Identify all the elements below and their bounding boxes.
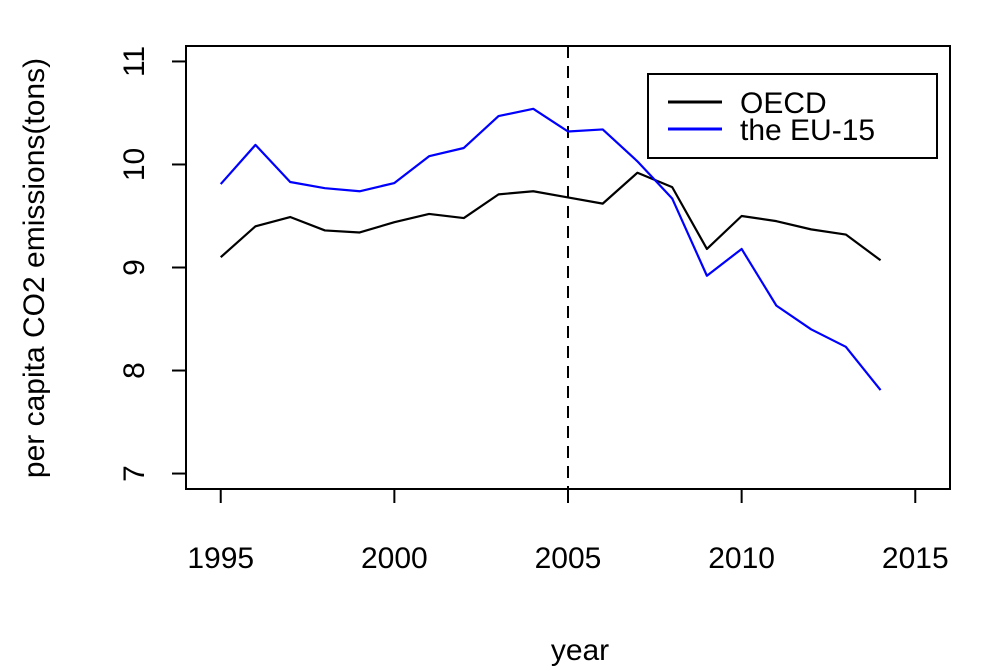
y-axis: 7 8 9 10 11 xyxy=(118,46,186,482)
y-tick-label-9: 9 xyxy=(118,259,151,276)
x-tick-label-2005: 2005 xyxy=(535,542,602,575)
series-line-the-eu-15 xyxy=(219,107,882,391)
y-axis-title: per capita CO2 emissions(tons) xyxy=(18,58,51,478)
y-tick-label-8: 8 xyxy=(118,362,151,379)
legend-box xyxy=(647,73,938,159)
x-tick-label-1995: 1995 xyxy=(187,542,254,575)
x-axis-title: year xyxy=(551,634,609,667)
x-tick-label-2010: 2010 xyxy=(708,542,775,575)
legend: OECD the EU-15 xyxy=(647,73,938,159)
legend-label-eu15: the EU-15 xyxy=(740,114,875,147)
x-tick-label-2015: 2015 xyxy=(882,542,949,575)
legend-label-oecd: OECD xyxy=(740,87,827,120)
x-tick-label-2000: 2000 xyxy=(361,542,428,575)
y-tick-label-7: 7 xyxy=(118,465,151,482)
y-tick-label-10: 10 xyxy=(118,148,151,181)
series-line-oecd xyxy=(219,171,882,262)
y-tick-label-11: 11 xyxy=(118,46,151,77)
series-layer xyxy=(219,107,882,391)
x-axis: 1995 2000 2005 2010 2015 xyxy=(187,489,949,575)
